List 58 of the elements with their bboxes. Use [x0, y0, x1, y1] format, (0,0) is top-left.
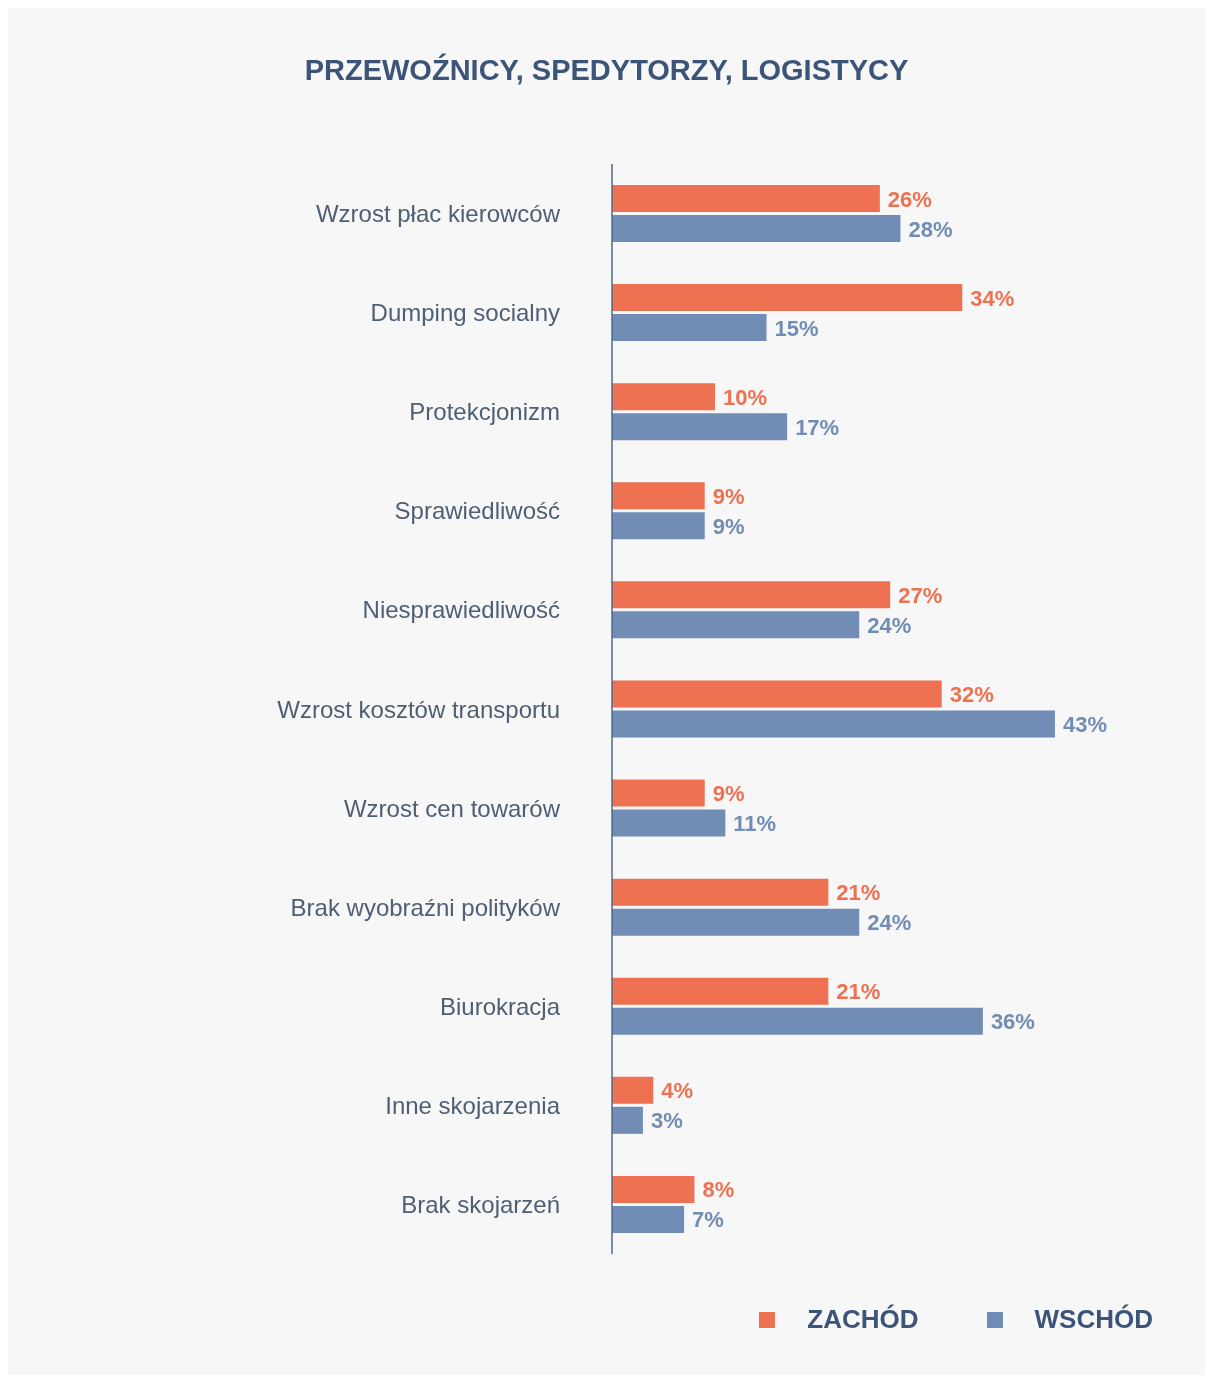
bar — [612, 977, 829, 1005]
y-tick-label: Dumping socialny — [370, 299, 560, 327]
data-label: 10% — [723, 384, 768, 410]
y-tick-label: Sprawiedliwość — [394, 497, 560, 525]
legend-label: WSCHÓD — [1034, 1304, 1153, 1335]
data-label: 8% — [702, 1177, 735, 1203]
data-label: 9% — [712, 781, 745, 807]
bar — [612, 809, 726, 837]
data-label: 9% — [712, 483, 745, 509]
data-label: 3% — [650, 1108, 683, 1134]
bar — [612, 878, 829, 906]
bar — [612, 680, 942, 708]
data-label: 4% — [661, 1078, 694, 1104]
bar — [612, 413, 788, 441]
bar — [612, 314, 767, 342]
bar — [612, 215, 901, 242]
data-label: 43% — [1063, 711, 1108, 737]
bar — [612, 581, 891, 609]
bar — [612, 710, 1055, 738]
data-label: 36% — [990, 1009, 1035, 1035]
y-tick-label: Wzrost płac kierowców — [315, 200, 561, 228]
bar — [612, 1007, 983, 1035]
data-label: 17% — [795, 414, 840, 440]
y-tick-label: Brak wyobraźni polityków — [290, 893, 561, 921]
bar — [612, 908, 860, 936]
bar — [612, 1175, 695, 1203]
data-label: 7% — [692, 1207, 724, 1233]
data-label: 26% — [887, 186, 932, 212]
y-tick-label: Brak skojarzeń — [401, 1190, 560, 1218]
bar — [612, 284, 963, 312]
bar — [612, 185, 880, 212]
data-label: 27% — [898, 582, 943, 608]
data-label: 24% — [867, 612, 912, 638]
bar — [612, 512, 705, 540]
data-label: 15% — [774, 315, 819, 341]
bar — [612, 779, 705, 807]
legend-label: ZACHÓD — [807, 1304, 919, 1335]
bar — [612, 383, 716, 411]
data-label: 32% — [949, 681, 994, 707]
y-tick-label: Inne skojarzenia — [385, 1091, 561, 1119]
y-tick-label: Biurokracja — [439, 992, 561, 1020]
bar — [612, 1205, 685, 1233]
bar — [612, 1106, 643, 1134]
y-tick-label: Niesprawiedliwość — [362, 596, 560, 624]
data-label: 21% — [836, 979, 881, 1005]
data-label: 9% — [712, 513, 745, 539]
data-label: 24% — [867, 910, 912, 936]
y-tick-label: Wzrost cen towarów — [343, 794, 561, 822]
data-label: 21% — [836, 880, 881, 906]
data-label: 34% — [970, 285, 1015, 311]
bar — [612, 482, 705, 510]
data-label: 11% — [733, 811, 777, 837]
chart-title: PRZEWOŹNICY, SPEDYTORZY, LOGISTYCY — [303, 52, 910, 88]
bar — [612, 1076, 654, 1104]
bar — [612, 611, 860, 639]
data-label: 28% — [908, 216, 953, 242]
y-tick-label: Protekcjonizm — [409, 398, 560, 426]
y-tick-label: Wzrost kosztów transportu — [277, 695, 560, 723]
